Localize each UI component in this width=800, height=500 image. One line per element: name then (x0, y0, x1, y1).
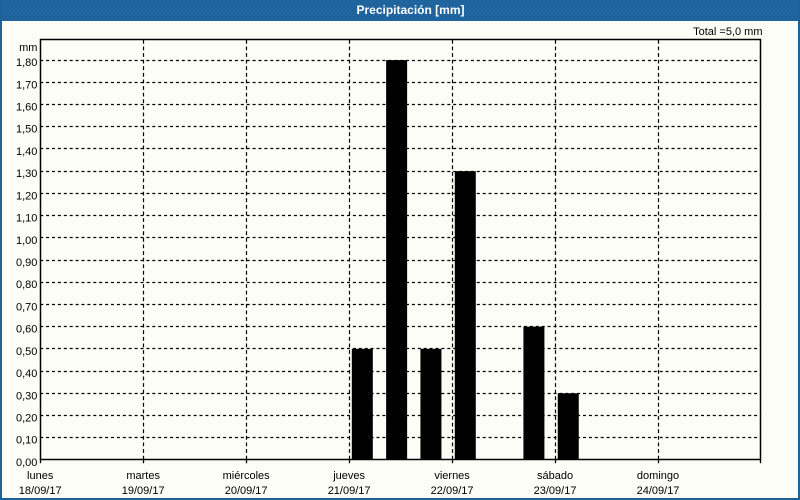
svg-text:1,20: 1,20 (16, 190, 37, 202)
svg-text:0,60: 0,60 (16, 324, 37, 336)
svg-text:1,50: 1,50 (16, 124, 37, 136)
svg-text:Total =5,0 mm: Total =5,0 mm (693, 26, 762, 38)
svg-text:18/09/17: 18/09/17 (19, 485, 62, 497)
svg-text:1,40: 1,40 (16, 146, 37, 158)
svg-text:23/09/17: 23/09/17 (534, 485, 577, 497)
svg-text:22/09/17: 22/09/17 (431, 485, 474, 497)
svg-text:martes: martes (126, 470, 160, 482)
svg-text:0,50: 0,50 (16, 346, 37, 358)
svg-text:jueves: jueves (332, 470, 365, 482)
svg-text:viernes: viernes (434, 470, 470, 482)
svg-text:0,70: 0,70 (16, 301, 37, 313)
svg-text:0,20: 0,20 (16, 413, 37, 425)
svg-text:1,80: 1,80 (16, 57, 37, 69)
svg-text:0,00: 0,00 (16, 457, 37, 469)
svg-text:24/09/17: 24/09/17 (637, 485, 680, 497)
svg-text:mm: mm (19, 42, 37, 54)
svg-text:1,30: 1,30 (16, 168, 37, 180)
svg-text:0,90: 0,90 (16, 257, 37, 269)
svg-text:sábado: sábado (537, 470, 573, 482)
svg-text:19/09/17: 19/09/17 (122, 485, 165, 497)
svg-text:0,40: 0,40 (16, 368, 37, 380)
svg-text:0,10: 0,10 (16, 435, 37, 447)
svg-text:1,60: 1,60 (16, 102, 37, 114)
svg-text:1,10: 1,10 (16, 213, 37, 225)
svg-text:0,30: 0,30 (16, 390, 37, 402)
svg-text:domingo: domingo (637, 470, 679, 482)
svg-text:21/09/17: 21/09/17 (328, 485, 371, 497)
svg-text:20/09/17: 20/09/17 (225, 485, 268, 497)
svg-text:lunes: lunes (27, 470, 54, 482)
svg-text:1,00: 1,00 (16, 235, 37, 247)
svg-text:1,70: 1,70 (16, 79, 37, 91)
svg-text:miércoles: miércoles (223, 470, 271, 482)
svg-text:0,80: 0,80 (16, 279, 37, 291)
